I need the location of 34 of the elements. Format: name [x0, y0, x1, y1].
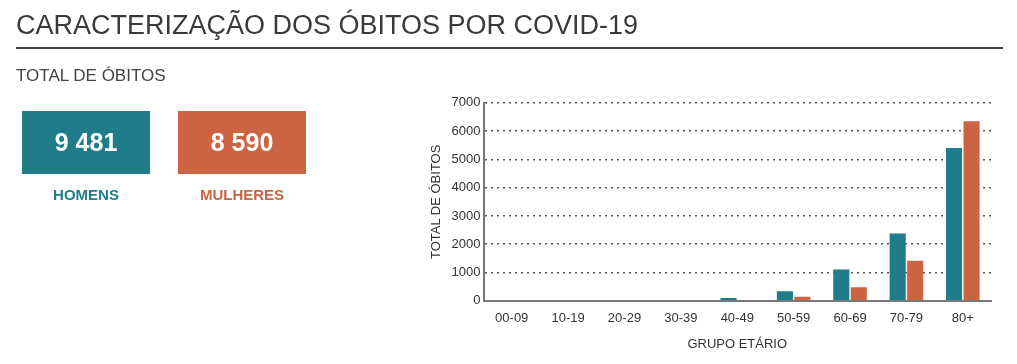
text: 9 481	[54, 128, 118, 156]
x-axis-title: GRUPO ETÁRIO	[687, 335, 788, 351]
y-tick-label: 5000	[451, 150, 481, 166]
bar	[889, 233, 906, 301]
y-axis-title: TOTAL DE ÓBITOS	[428, 144, 444, 259]
x-tick-label: 40-49	[720, 310, 754, 326]
bar	[963, 121, 980, 301]
x-tick-label: 60-69	[833, 310, 867, 326]
y-tick-label: 0	[473, 292, 481, 308]
x-tick-label: 10-19	[551, 310, 585, 326]
y-tick-label: 2000	[451, 235, 481, 251]
x-tick-label: 80+	[951, 310, 974, 326]
bar	[833, 269, 850, 301]
bar	[720, 297, 737, 301]
bar	[907, 260, 924, 301]
text: 8 590	[210, 128, 274, 156]
x-tick-label: 70-79	[889, 310, 924, 326]
bar	[776, 291, 793, 301]
y-tick-label: 1000	[451, 264, 481, 280]
category-label: HOMENS	[52, 186, 120, 203]
x-tick-label: 20-29	[607, 310, 642, 326]
y-tick-label: 6000	[451, 122, 481, 138]
text: TOTAL DE ÓBITOS	[16, 66, 166, 86]
x-tick-label: 50-59	[777, 310, 811, 326]
bar	[946, 148, 963, 301]
y-tick-label: 3000	[451, 207, 481, 223]
category-label: MULHERES	[198, 186, 286, 203]
bar	[850, 287, 867, 301]
x-tick-label: 00-09	[495, 310, 529, 326]
x-tick-label: 30-39	[664, 310, 698, 326]
bar	[794, 296, 811, 301]
text: CARACTERIZAÇÃO DOS ÓBITOS POR COVID-19	[16, 10, 1003, 49]
y-tick-label: 7000	[451, 94, 481, 110]
y-tick-label: 4000	[451, 179, 481, 195]
